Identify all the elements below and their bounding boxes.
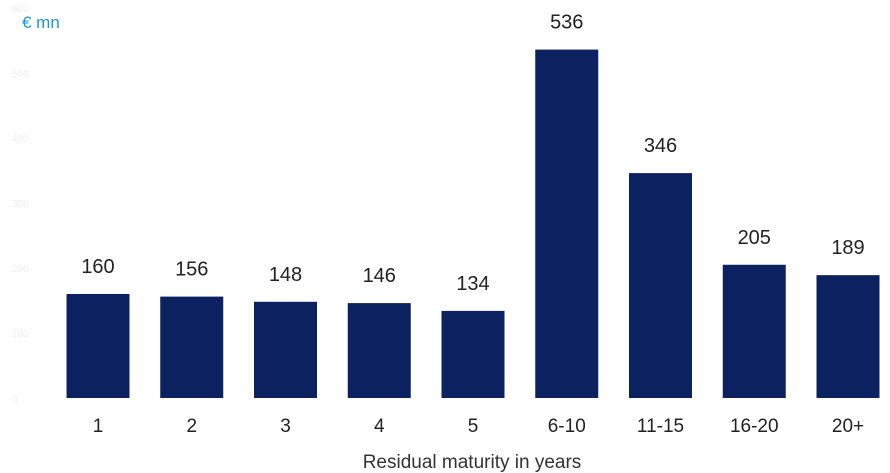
bar-value-label: 536: [550, 12, 583, 34]
x-tick-label: 4: [374, 416, 385, 437]
bar: [254, 301, 317, 398]
y-tick-label: 300: [12, 199, 29, 210]
y-tick-label: 500: [12, 69, 29, 80]
bar: [66, 294, 130, 398]
x-tick-label: 11-15: [637, 416, 684, 437]
x-tick-label: 5: [468, 416, 479, 437]
bar: [347, 303, 411, 398]
x-axis-label: Residual maturity in years: [363, 452, 582, 473]
bars: [66, 49, 880, 398]
y-tick-label: 200: [12, 264, 29, 275]
bar-value-label: 189: [831, 237, 864, 259]
bar: [722, 264, 786, 398]
bar: [160, 296, 224, 398]
y-axis-ticks: 0 100 200 300 400 500 600: [12, 4, 29, 405]
bar-value-label: 205: [738, 227, 771, 249]
x-tick-label: 6-10: [548, 416, 586, 437]
y-tick-label: 100: [12, 329, 29, 340]
x-tick-label: 1: [93, 416, 104, 437]
bar-value-label: 156: [175, 259, 208, 281]
bar-value-label: 134: [456, 273, 489, 295]
bar-value-label: 160: [81, 256, 114, 278]
y-tick-label: 400: [12, 134, 29, 145]
bar: [816, 275, 880, 398]
unit-label: € mn: [22, 13, 60, 32]
y-tick-label: 600: [12, 4, 29, 15]
value-labels: 160 156 148 146 134 536 346 205 189: [81, 12, 864, 295]
bar: [629, 173, 692, 398]
bar-value-label: 346: [644, 135, 677, 157]
x-tick-label: 20+: [832, 416, 864, 437]
x-tick-label: 2: [186, 416, 197, 437]
bar-value-label: 146: [363, 265, 396, 287]
bar-value-label: 148: [269, 264, 302, 286]
bar: [535, 49, 599, 398]
y-tick-label: 0: [12, 394, 18, 405]
bar: [441, 310, 505, 398]
x-tick-label: 16-20: [730, 416, 779, 437]
x-axis-ticks: 1 2 3 4 5 6-10 11-15 16-20 20+: [93, 416, 864, 437]
x-tick-label: 3: [280, 416, 291, 437]
